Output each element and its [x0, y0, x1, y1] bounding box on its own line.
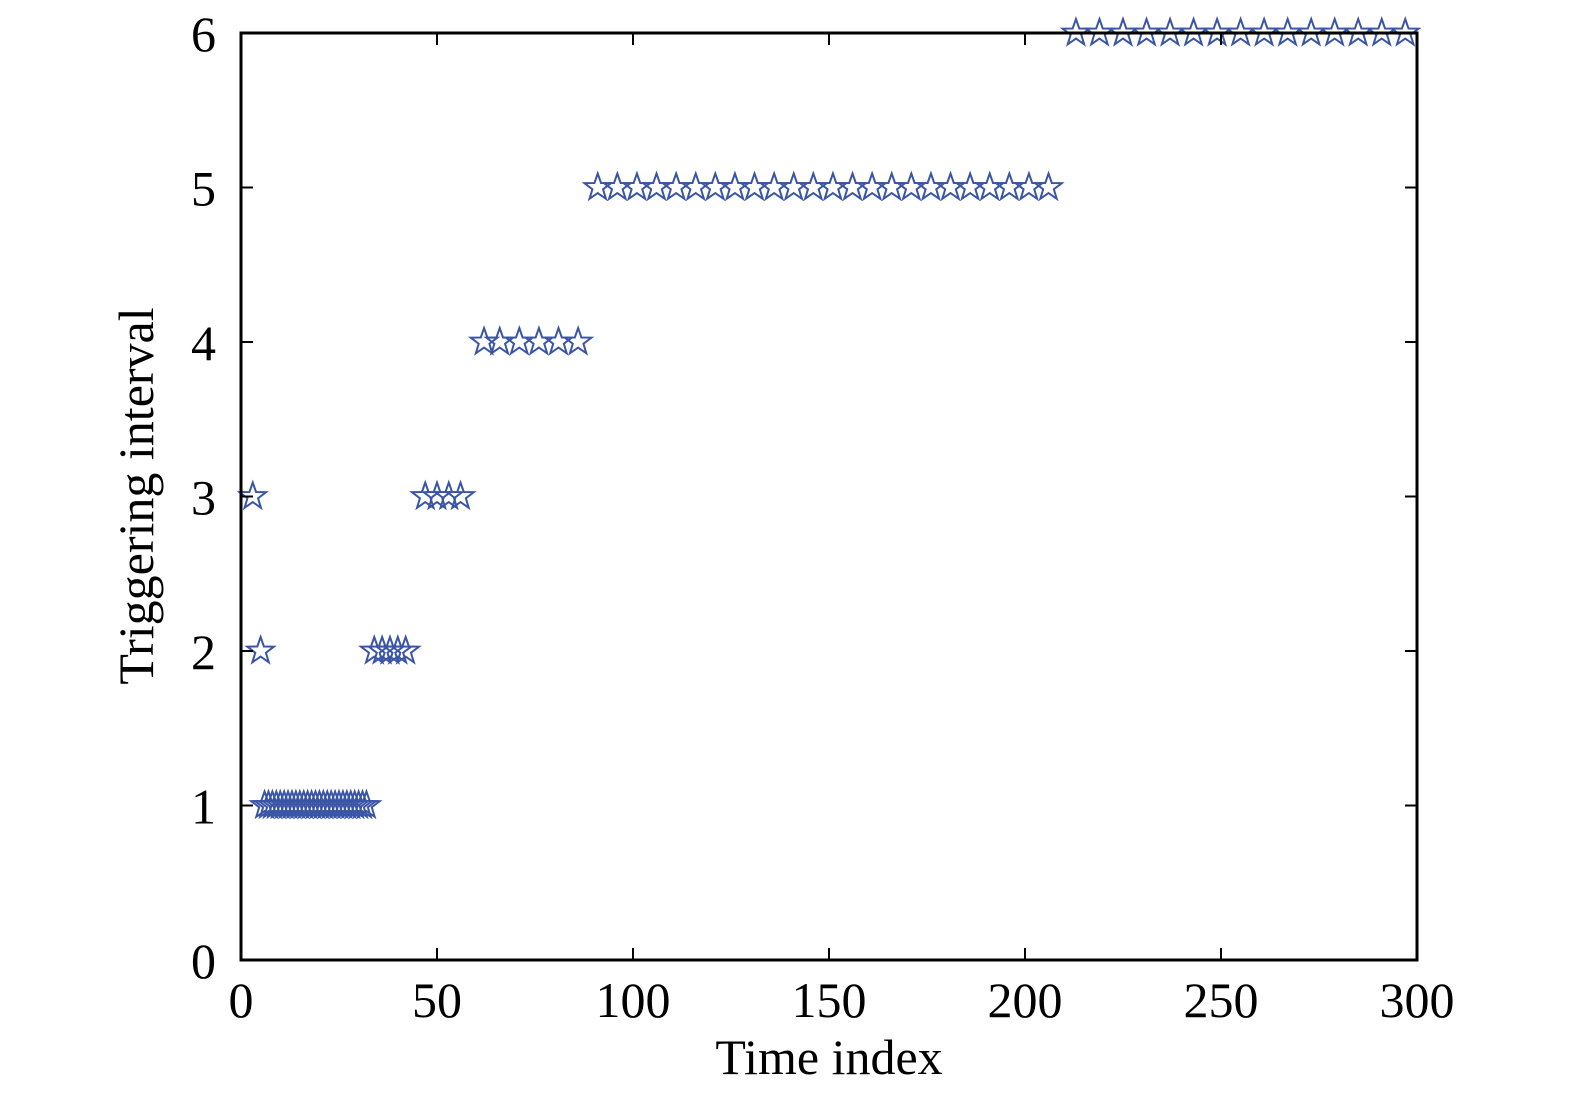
x-axis-label: Time index: [715, 1029, 942, 1085]
y-tick-label-1: 1: [191, 779, 216, 835]
x-tick-label-300: 300: [1380, 972, 1455, 1028]
data-point: [244, 633, 277, 665]
data-point: [1389, 15, 1422, 47]
x-tick-label-100: 100: [596, 972, 671, 1028]
axis-tick-labels: 0 50 100 150 200 250 300 0 1 2 3 4 5 6: [191, 6, 1455, 1028]
data-point: [561, 324, 595, 356]
x-tick-label-0: 0: [229, 972, 254, 1028]
y-tick-label-3: 3: [191, 470, 216, 526]
axis-ticks: [240, 32, 1418, 961]
data-point: [432, 479, 465, 511]
x-tick-label-250: 250: [1184, 972, 1259, 1028]
x-tick-label-50: 50: [412, 972, 462, 1028]
data-point: [350, 788, 383, 820]
data-point: [444, 479, 477, 511]
y-tick-label-2: 2: [191, 624, 216, 680]
y-tick-label-5: 5: [191, 161, 216, 217]
y-axis-label: Triggering interval: [108, 307, 164, 684]
data-point: [1032, 170, 1065, 202]
y-tick-label-6: 6: [191, 6, 216, 62]
x-tick-label-200: 200: [988, 972, 1063, 1028]
data-markers: [236, 15, 1422, 820]
x-tick-label-150: 150: [792, 972, 867, 1028]
data-point: [236, 479, 269, 511]
data-point: [389, 633, 422, 665]
y-tick-label-4: 4: [191, 315, 216, 371]
data-point: [381, 633, 415, 665]
y-tick-label-0: 0: [191, 933, 216, 989]
